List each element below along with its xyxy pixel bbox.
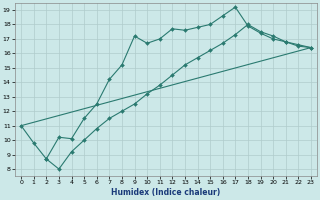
X-axis label: Humidex (Indice chaleur): Humidex (Indice chaleur)	[111, 188, 221, 197]
